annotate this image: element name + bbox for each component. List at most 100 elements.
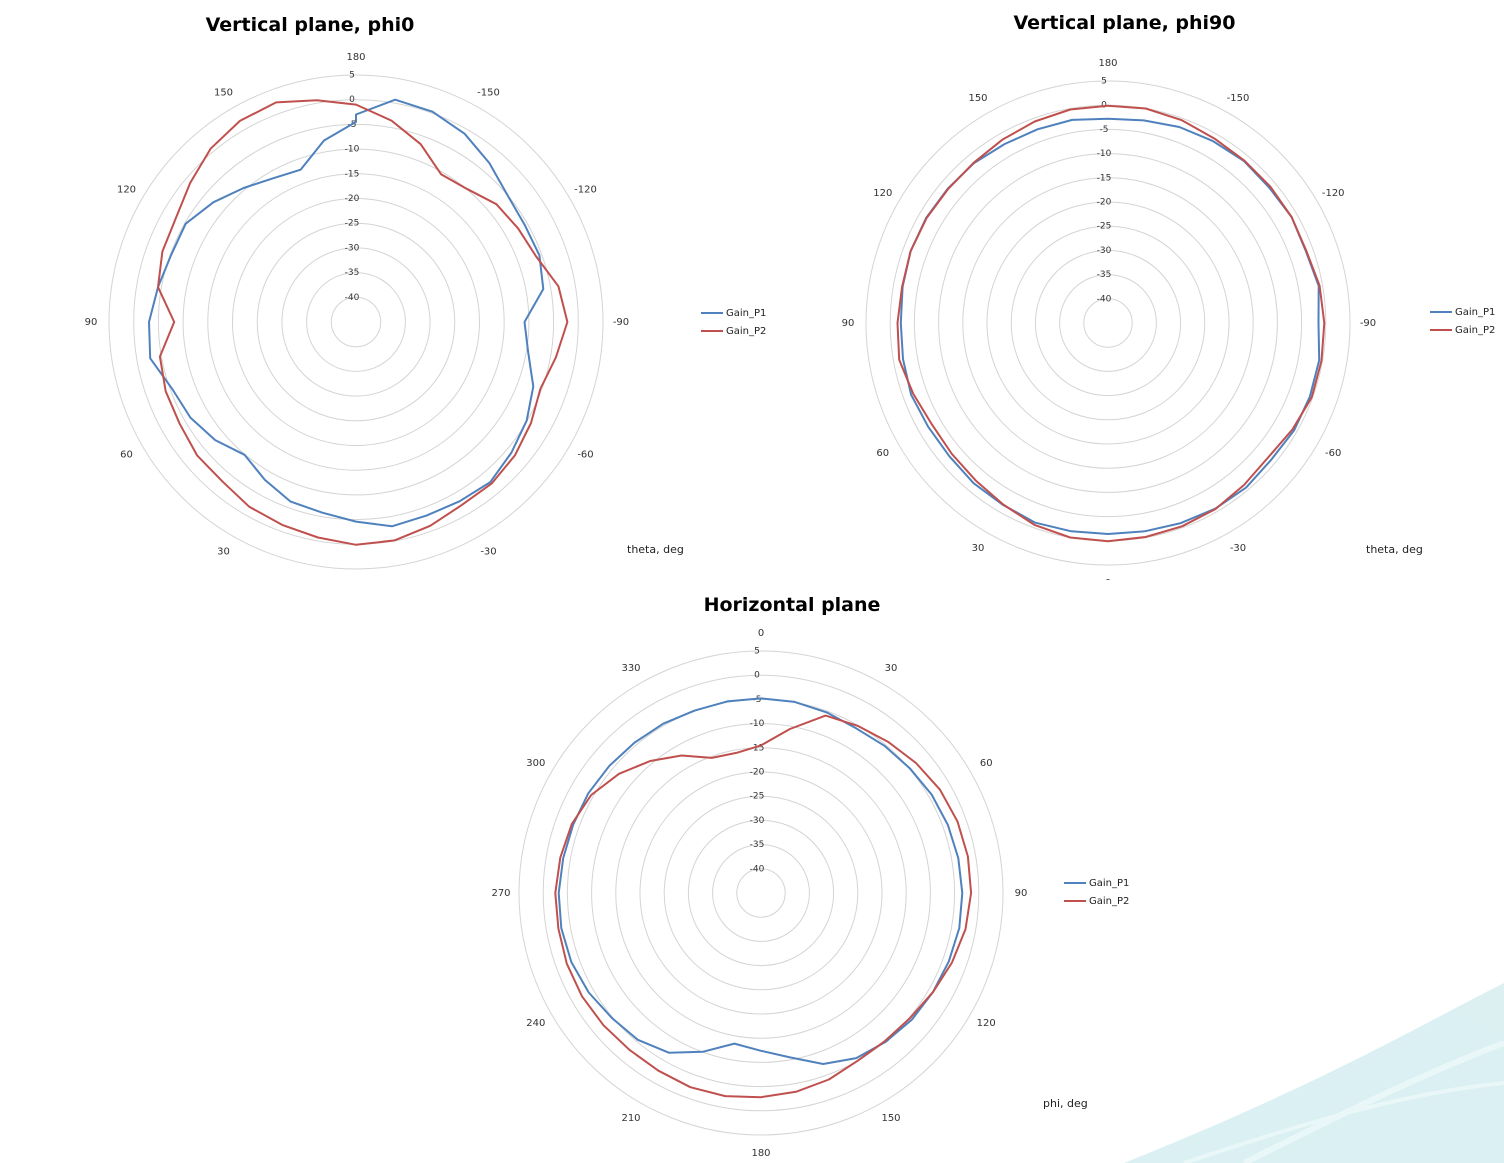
angle-tick-label: 210 — [621, 1113, 640, 1124]
radial-tick-label: -10 — [1097, 149, 1112, 159]
radial-tick-label: -15 — [1097, 173, 1112, 183]
radial-tick-label: -40 — [750, 864, 765, 874]
legend-label-p2: Gain_P2 — [1089, 895, 1130, 907]
angle-tick-label: 30 — [885, 663, 898, 674]
series-line-gain-p1 — [557, 697, 964, 1065]
chart-legend: Gain_P1 Gain_P2 — [1430, 303, 1495, 339]
angle-tick-label: 90 — [1015, 888, 1028, 899]
radial-tick-label: -25 — [1097, 222, 1112, 232]
angle-tick-labels: 180 -150 -120 -90 -60 -30 0 30 60 90 120 150 — [842, 58, 1377, 580]
angle-tick-label: -150 — [1227, 93, 1250, 104]
grid-ring — [913, 128, 1303, 518]
angle-tick-label: 180 — [346, 52, 365, 63]
radial-tick-label: -25 — [750, 792, 765, 802]
angle-tick-label: -120 — [1322, 188, 1345, 199]
grid-ring — [663, 795, 859, 991]
grid-ring — [865, 80, 1351, 566]
angle-tick-labels: 0 30 60 90 120 150 180 210 240 270 300 330 — [491, 628, 1027, 1159]
angle-tick-label: 90 — [842, 318, 855, 329]
grid-ring — [1010, 225, 1206, 421]
radial-tick-label: -20 — [345, 194, 360, 204]
grid-ring — [962, 177, 1254, 469]
grid-ring — [207, 173, 505, 471]
chart-title: Horizontal plane — [703, 594, 881, 616]
angle-tick-label: 60 — [120, 450, 133, 461]
legend-label-p1: Gain_P1 — [726, 307, 767, 319]
legend-swatch-p1 — [1430, 311, 1452, 313]
angle-tick-label: -150 — [477, 88, 500, 99]
angle-tick-label: -30 — [480, 547, 496, 558]
grid-ring — [281, 247, 431, 397]
legend-label-p1: Gain_P1 — [1089, 877, 1130, 889]
legend-item-p2: Gain_P2 — [701, 322, 766, 340]
angle-tick-label: 0 — [1105, 578, 1111, 580]
angle-tick-label: 150 — [968, 93, 987, 104]
radial-tick-label: -30 — [345, 243, 360, 253]
legend-label-p2: Gain_P2 — [1455, 324, 1496, 336]
radial-tick-label: -30 — [1097, 246, 1112, 256]
legend-item-p1: Gain_P1 — [1064, 874, 1129, 892]
grid-ring — [182, 148, 530, 496]
angle-tick-labels: 180 -150 -120 -90 -60 -30 0 30 60 90 120 150 — [85, 52, 630, 558]
series-line-gain-p2 — [554, 714, 973, 1099]
radial-tick-label: 5 — [754, 647, 760, 657]
angle-tick-label: 270 — [491, 888, 510, 899]
grid-ring — [306, 272, 406, 372]
legend-item-p2: Gain_P2 — [1064, 892, 1129, 910]
grid-ring — [687, 819, 835, 967]
series-line-gain-p2 — [157, 99, 569, 546]
grid-ring — [938, 153, 1278, 493]
angle-tick-label: 60 — [876, 448, 889, 459]
radial-tick-label: 0 — [349, 95, 355, 105]
radial-tick-label: -25 — [345, 219, 360, 229]
angle-tick-label: 150 — [881, 1113, 900, 1124]
chart-title: Vertical plane, phi90 — [1013, 12, 1236, 34]
angle-tick-label: 120 — [117, 185, 136, 196]
legend-swatch-p2 — [1430, 329, 1452, 331]
grid-ring — [256, 222, 456, 422]
angle-tick-label: 330 — [621, 663, 640, 674]
angle-tick-label: 30 — [217, 547, 230, 558]
grid-rings — [865, 80, 1351, 566]
radial-tick-label: -10 — [345, 145, 360, 155]
angle-tick-label: 150 — [214, 88, 233, 99]
angle-tick-label: 120 — [873, 188, 892, 199]
radial-tick-label: -15 — [345, 169, 360, 179]
angle-tick-label: 60 — [980, 758, 993, 769]
radial-tick-label: -5 — [753, 695, 762, 705]
grid-ring — [639, 771, 883, 1015]
legend-swatch-p1 — [1064, 882, 1086, 884]
radial-tick-label: -20 — [1097, 198, 1112, 208]
radial-tick-label: 0 — [754, 671, 760, 681]
legend-item-p2: Gain_P2 — [1430, 321, 1495, 339]
polar-plot: 5 0 -5 -10 -15 -20 -25 -30 -35 -40 180 -150 -120 -90 -… — [842, 58, 1377, 580]
radial-tick-label: -5 — [1100, 125, 1109, 135]
radial-tick-label: 5 — [349, 71, 355, 81]
grid-ring — [986, 201, 1230, 445]
legend-label-p2: Gain_P2 — [726, 325, 767, 337]
angle-tick-label: -60 — [1325, 448, 1341, 459]
series-line-gain-p1 — [148, 98, 545, 528]
radial-tick-labels: 50-5-10-15-20-25-30-35-40 — [1097, 77, 1112, 305]
angle-tick-label: 240 — [526, 1018, 545, 1029]
polar-plot: 5 0 -5 -10 -15 -20 -25 -30 -35 -40 0 30 60 90 120 150 18… — [491, 628, 1027, 1159]
grid-ring — [232, 198, 480, 446]
angle-tick-label: 180 — [1098, 58, 1117, 69]
legend-swatch-p1 — [701, 312, 723, 314]
radial-tick-label: 5 — [1101, 77, 1107, 87]
radial-tick-label: -10 — [750, 719, 765, 729]
polar-chart-phi90: Vertical plane, phi90 5 0 -5 -10 -15 -20 -25 -3… — [760, 0, 1504, 580]
radial-tick-label: -35 — [345, 268, 360, 278]
radial-tick-label: -15 — [750, 743, 765, 753]
grid-ring — [591, 723, 931, 1063]
grid-ring — [108, 74, 604, 570]
angle-tick-label: 30 — [972, 543, 985, 554]
grid-ring — [330, 296, 382, 348]
series-line-gain-p2 — [896, 104, 1326, 543]
legend-item-p1: Gain_P1 — [701, 304, 766, 322]
legend-item-p1: Gain_P1 — [1430, 303, 1495, 321]
polar-chart-phi0: Vertical plane, phi0 5 0 -5 -10 -15 -20 -25 -30… — [0, 0, 766, 580]
grid-ring — [1083, 298, 1133, 348]
grid-ring — [889, 104, 1327, 542]
radial-tick-label: -40 — [345, 293, 360, 303]
